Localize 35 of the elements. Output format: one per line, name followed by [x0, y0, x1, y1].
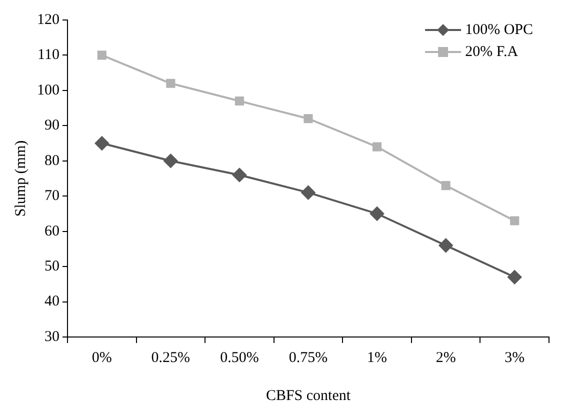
y-tick-label: 80: [44, 152, 60, 169]
point: [510, 216, 520, 226]
x-tick-label: 0.50%: [220, 350, 259, 366]
x-tick-label: 0.25%: [151, 350, 190, 366]
point: [301, 186, 316, 200]
point: [97, 50, 106, 60]
y-tick-label: 60: [44, 223, 60, 240]
y-tick-label: 70: [44, 188, 60, 204]
point: [438, 238, 453, 252]
y-tick-label: 90: [44, 118, 60, 134]
point: [164, 154, 178, 168]
point: [372, 142, 382, 152]
y-tick-label: 50: [44, 258, 60, 274]
y-axis-title: Slump (mm): [12, 140, 29, 217]
y-tick-label: 110: [38, 47, 60, 64]
x-tick-label: 0.75%: [288, 350, 328, 366]
legend-label: 100% OPC: [465, 22, 534, 38]
point: [94, 136, 109, 150]
x-tick-label: 0%: [92, 350, 112, 366]
y-tick-label: 30: [44, 328, 60, 345]
point: [166, 78, 176, 88]
point: [234, 96, 244, 106]
x-tick-label: 2%: [436, 350, 456, 366]
point: [370, 206, 384, 221]
x-tick-label: 1%: [367, 350, 388, 366]
y-tick-label: 40: [44, 294, 60, 310]
x-tick-label: 3%: [504, 350, 525, 366]
point: [441, 181, 450, 190]
point: [304, 114, 313, 124]
legend-label: 20% F.A: [465, 44, 518, 60]
y-tick-label: 120: [37, 12, 60, 28]
point: [508, 270, 522, 284]
y-tick-label: 100: [37, 82, 60, 98]
point: [232, 168, 246, 182]
x-axis-title: CBFS content: [266, 388, 352, 404]
